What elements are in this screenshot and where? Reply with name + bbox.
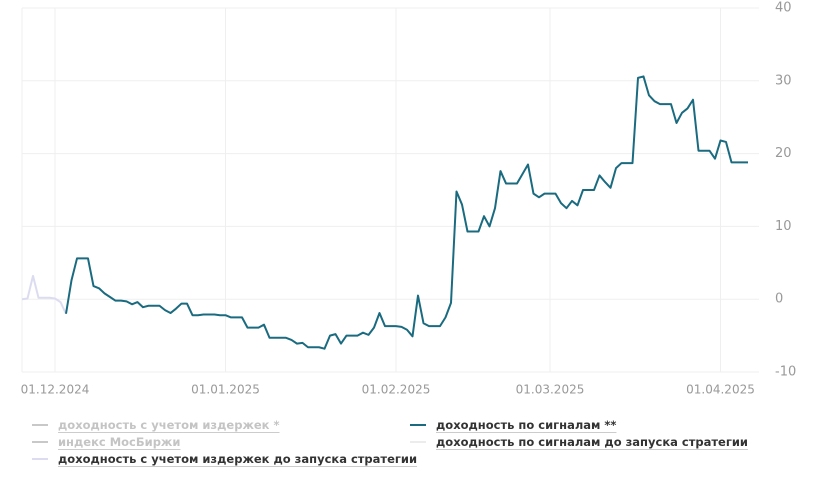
legend-label: доходность с учетом издержек до запуска …	[58, 452, 418, 466]
chart: -10 0 10 20 30 40 01.12.2024 01.01.2025 01.02.20…	[21, 1, 797, 397]
x-tick-label: 01.03.2025	[516, 383, 585, 397]
legend-swatch	[32, 424, 48, 426]
y-tick-label: 20	[775, 146, 792, 161]
legend-swatch	[410, 441, 426, 443]
legend: доходность с учетом издержек * индекс Мос…	[32, 418, 792, 474]
y-tick-label: -10	[775, 365, 796, 380]
legend-item[interactable]: доходность по сигналам до запуска страте…	[410, 435, 748, 449]
x-tick-label: 01.12.2024	[21, 383, 90, 397]
y-tick-label: 0	[775, 292, 783, 307]
y-tick-label: 10	[775, 219, 792, 234]
y-tick-label: 30	[775, 73, 792, 88]
x-tick-label: 01.01.2025	[191, 383, 260, 397]
series-line	[65, 75, 748, 350]
x-tick-label: 01.04.2025	[686, 383, 755, 397]
legend-item[interactable]: доходность с учетом издержек до запуска …	[32, 452, 417, 466]
legend-label: индекс МосБиржи	[58, 435, 181, 449]
legend-swatch	[32, 458, 48, 460]
legend-label: доходность с учетом издержек *	[58, 418, 280, 432]
legend-item[interactable]: индекс МосБиржи	[32, 435, 180, 449]
series-line	[21, 274, 67, 315]
y-tick-label: 40	[775, 1, 792, 16]
legend-item[interactable]: доходность с учетом издержек *	[32, 418, 280, 432]
x-tick-label: 01.02.2025	[362, 383, 431, 397]
legend-item[interactable]: доходность по сигналам **	[410, 418, 616, 432]
legend-swatch	[32, 441, 48, 443]
legend-label: доходность по сигналам **	[436, 418, 617, 432]
legend-swatch	[410, 424, 426, 426]
legend-label: доходность по сигналам до запуска страте…	[436, 435, 748, 449]
